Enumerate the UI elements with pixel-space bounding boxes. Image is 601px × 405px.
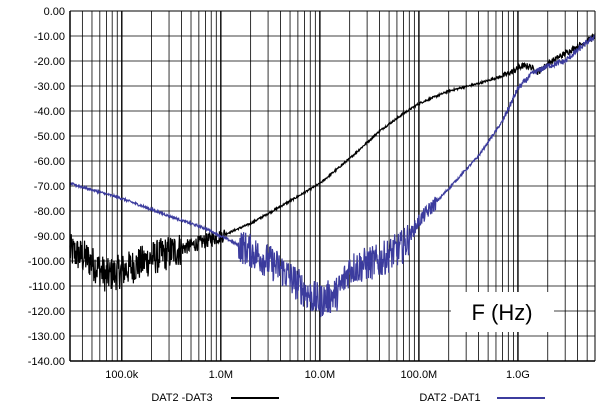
y-tick-labels: 0.00 -10.00 -20.00 -30.00 -40.00 -50.00 -60.00…: [28, 6, 65, 368]
x-tick-label: 100.0k: [105, 369, 139, 381]
x-tick-label: 10.0M: [305, 369, 336, 381]
series-group: [69, 32, 596, 318]
y-tick-label: -140.00: [28, 356, 65, 368]
y-tick-label: 0.00: [44, 6, 65, 18]
x-tick-labels: 100.0k 1.0M 10.0M 100.0M 1.0G: [105, 369, 530, 381]
x-tick-label: 1.0G: [506, 369, 530, 381]
y-tick-label: -60.00: [34, 156, 65, 168]
y-tick-label: -120.00: [28, 306, 65, 318]
legend-label-dat2-dat1: DAT2 -DAT1: [419, 392, 480, 404]
series-line-dat2-dat3: [69, 32, 596, 292]
y-tick-label: -130.00: [28, 331, 65, 343]
y-tick-label: -40.00: [34, 106, 65, 118]
y-tick-label: -110.00: [29, 281, 66, 293]
legend-label-dat2-dat3: DAT2 -DAT3: [151, 392, 212, 404]
axes: [69, 10, 596, 362]
y-tick-label: -20.00: [34, 56, 65, 68]
y-tick-label: -100.00: [28, 256, 65, 268]
y-tick-label: -70.00: [34, 181, 65, 193]
series-line-dat2-dat1: [69, 34, 596, 318]
y-tick-label: -80.00: [34, 206, 65, 218]
annotation-label: F (Hz): [471, 300, 532, 325]
x-tick-label: 100.0M: [401, 369, 438, 381]
y-tick-label: -50.00: [34, 131, 65, 143]
x-tick-label: 1.0M: [209, 369, 233, 381]
y-tick-label: -10.00: [34, 31, 65, 43]
y-tick-label: -90.00: [34, 231, 65, 243]
annotation-box: [451, 292, 554, 332]
y-tick-label: -30.00: [34, 81, 65, 93]
